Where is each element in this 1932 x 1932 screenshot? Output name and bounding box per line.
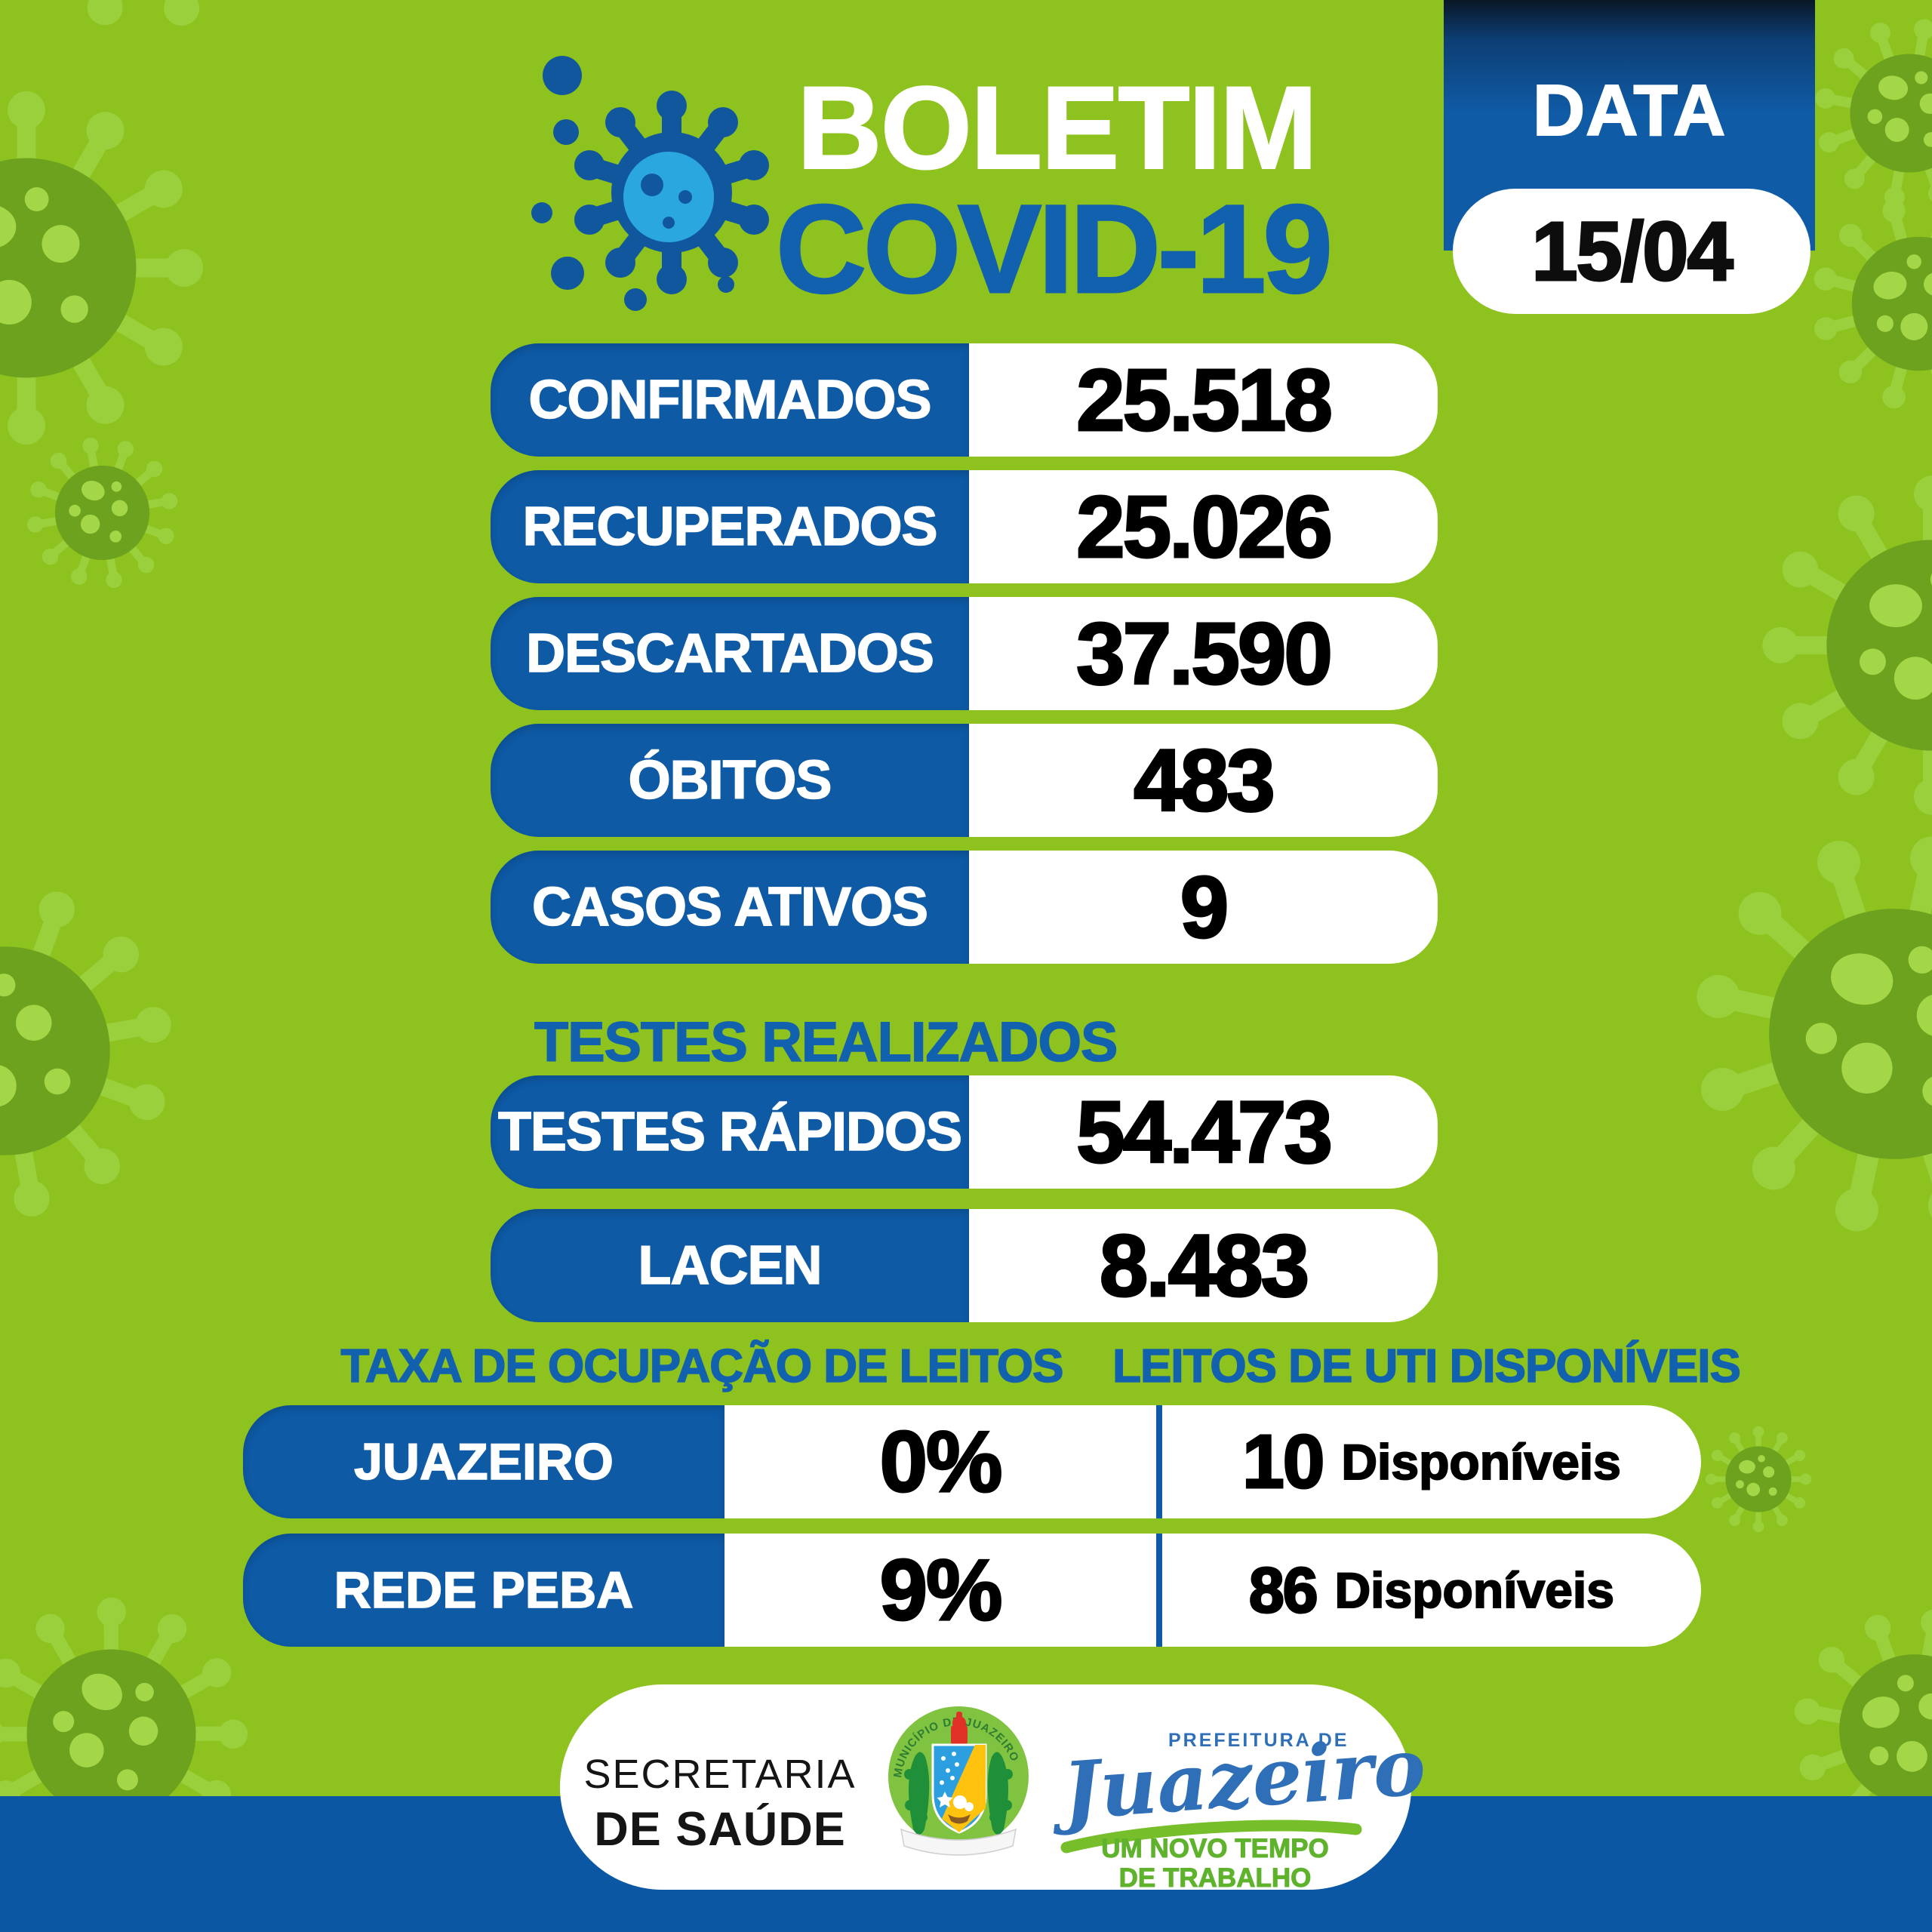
stat-value: 37.590 — [969, 597, 1438, 710]
stat-label: DESCARTADOS — [491, 597, 969, 710]
stat-label: LACEN — [491, 1209, 969, 1322]
stat-value: 483 — [969, 724, 1438, 837]
bed-occupancy-value: 9% — [724, 1534, 1162, 1647]
test-row-testes-rapidos: TESTES RÁPIDOS 54.473 — [491, 1075, 1438, 1189]
stat-row-obitos: ÓBITOS 483 — [491, 724, 1438, 837]
virus-decoration-icon — [0, 0, 361, 82]
stat-row-descartados: DESCARTADOS 37.590 — [491, 597, 1438, 710]
stat-row-confirmados: CONFIRMADOS 25.518 — [491, 343, 1438, 457]
bed-row-juazeiro: JUAZEIRO 0% 10 Disponíveis — [243, 1405, 1701, 1518]
stat-label: CASOS ATIVOS — [491, 851, 969, 964]
virus-decoration-icon — [1751, 464, 1932, 826]
stat-row-recuperados: RECUPERADOS 25.026 — [491, 470, 1438, 583]
virus-decoration-icon — [1639, 779, 1932, 1289]
icu-suffix: Disponíveis — [1340, 1433, 1621, 1491]
test-row-lacen: LACEN 8.483 — [491, 1209, 1438, 1322]
title-boletim: BOLETIM — [796, 63, 1318, 194]
stat-label: ÓBITOS — [491, 724, 969, 837]
stat-label: TESTES RÁPIDOS — [491, 1075, 969, 1189]
icu-count: 10 — [1241, 1418, 1326, 1505]
virus-decoration-icon — [0, 843, 214, 1258]
stat-value: 54.473 — [969, 1075, 1438, 1189]
stat-value: 25.518 — [969, 343, 1438, 457]
icu-suffix: Disponíveis — [1334, 1561, 1614, 1619]
prefeitura-de-label: PREFEITURA DE — [1168, 1730, 1349, 1751]
title-covid19: COVID-19 — [775, 180, 1334, 319]
logo-swoosh — [1060, 1820, 1362, 1854]
bed-occupancy-value: 0% — [724, 1405, 1162, 1518]
date-value-pill: 15/04 — [1453, 189, 1810, 314]
occupancy-section-title: TAXA DE OCUPAÇÃO DE LEITOS — [340, 1340, 1064, 1393]
stat-label: CONFIRMADOS — [491, 343, 969, 457]
stat-row-casos-ativos: CASOS ATIVOS 9 — [491, 851, 1438, 964]
stat-value: 8.483 — [969, 1209, 1438, 1322]
coronavirus-icon — [531, 56, 769, 311]
bed-label: JUAZEIRO — [243, 1405, 724, 1518]
icu-section-title: LEITOS DE UTI DISPONÍVEIS — [1112, 1340, 1741, 1393]
bed-label: REDE PEBA — [243, 1534, 724, 1647]
logo-slogan: UM NOVO TEMPO DE TRABALHO — [1101, 1834, 1329, 1894]
date-value: 15/04 — [1531, 204, 1734, 299]
icu-count: 86 — [1248, 1553, 1319, 1626]
secretaria-de-saude-label: SECRETARIA DE SAÚDE — [583, 1752, 857, 1856]
bed-icu-value: 86 Disponíveis — [1162, 1534, 1701, 1647]
juazeiro-city-crest: MUNICÍPIO DE JUAZEIRO — [888, 1706, 1029, 1856]
stat-value: 25.026 — [969, 470, 1438, 583]
virus-decoration-icon — [0, 79, 215, 457]
bed-icu-value: 10 Disponíveis — [1162, 1405, 1701, 1518]
tests-section-title: TESTES REALIZADOS — [534, 1010, 1118, 1074]
date-label: DATA — [1532, 69, 1727, 152]
virus-decoration-icon — [1702, 1423, 1815, 1536]
stat-value: 9 — [969, 851, 1438, 964]
bed-row-rede-peba: REDE PEBA 9% 86 Disponíveis — [243, 1534, 1701, 1647]
stat-label: RECUPERADOS — [491, 470, 969, 583]
